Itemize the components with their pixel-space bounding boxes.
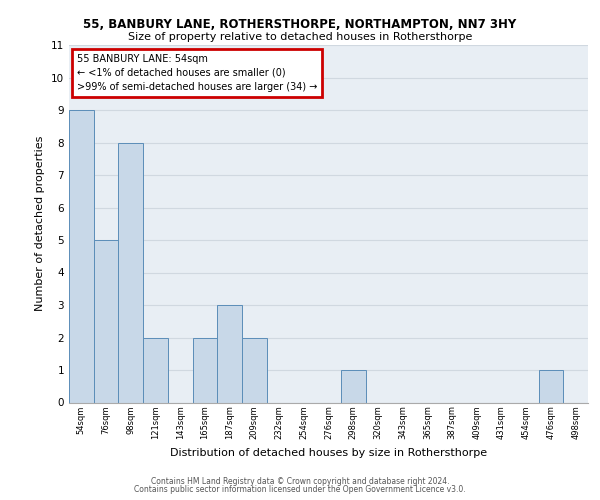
- Text: 55, BANBURY LANE, ROTHERSTHORPE, NORTHAMPTON, NN7 3HY: 55, BANBURY LANE, ROTHERSTHORPE, NORTHAM…: [83, 18, 517, 30]
- Text: Contains public sector information licensed under the Open Government Licence v3: Contains public sector information licen…: [134, 485, 466, 494]
- X-axis label: Distribution of detached houses by size in Rothersthorpe: Distribution of detached houses by size …: [170, 448, 487, 458]
- Bar: [217, 305, 242, 402]
- Bar: [193, 338, 217, 402]
- Bar: [242, 338, 267, 402]
- Bar: [94, 240, 118, 402]
- Text: Size of property relative to detached houses in Rothersthorpe: Size of property relative to detached ho…: [128, 32, 472, 42]
- Y-axis label: Number of detached properties: Number of detached properties: [35, 136, 46, 312]
- Bar: [539, 370, 563, 402]
- Bar: [341, 370, 365, 402]
- Text: Contains HM Land Registry data © Crown copyright and database right 2024.: Contains HM Land Registry data © Crown c…: [151, 477, 449, 486]
- Bar: [69, 110, 94, 403]
- Bar: [118, 142, 143, 402]
- Text: 55 BANBURY LANE: 54sqm
← <1% of detached houses are smaller (0)
>99% of semi-det: 55 BANBURY LANE: 54sqm ← <1% of detached…: [77, 54, 317, 92]
- Bar: [143, 338, 168, 402]
